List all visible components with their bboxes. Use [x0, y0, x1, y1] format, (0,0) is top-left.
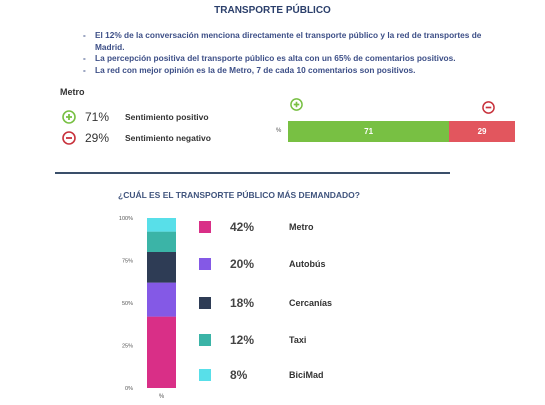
legend-item: 42% Metro	[199, 220, 314, 234]
data-label: 20%	[230, 257, 255, 271]
legend-label: Metro	[289, 222, 314, 232]
data-label: 12%	[230, 333, 255, 347]
bullet-dash: -	[83, 64, 86, 75]
legend-item: 20% Autobús	[199, 257, 326, 271]
y-tick-label: 25%	[122, 344, 133, 350]
finding-item: - La red con mejor opinión es la de Metro…	[83, 65, 513, 77]
bar-segment-cercanías	[147, 252, 176, 283]
positive-sentiment-row: 71% Sentimiento positivo	[62, 109, 209, 125]
finding-item: - La percepción positiva del transporte p…	[83, 53, 513, 65]
legend-swatch	[199, 297, 211, 309]
legend-item: 12% Taxi	[199, 333, 306, 347]
legend-label: BiciMad	[289, 370, 324, 380]
legend-swatch	[199, 258, 211, 270]
metro-section-label: Metro	[60, 87, 85, 97]
legend-label: Autobús	[289, 259, 326, 269]
negative-sentiment-value: 29%	[85, 131, 110, 145]
finding-text: El 12% de la conversación menciona direc…	[95, 30, 482, 52]
y-tick-label: 50%	[122, 301, 133, 307]
key-findings-list: - El 12% de la conversación menciona dire…	[83, 30, 513, 76]
bullet-dash: -	[83, 53, 86, 64]
finding-text: La percepción positiva del transporte pú…	[95, 53, 456, 64]
negative-sentiment-bar: 29	[449, 121, 515, 142]
plus-circle-icon	[62, 110, 76, 124]
y-tick-label: 75%	[122, 259, 133, 265]
minus-circle-icon	[62, 131, 76, 145]
data-label: 42%	[230, 220, 255, 234]
page-title: TRANSPORTE PÚBLICO	[214, 5, 331, 16]
legend-item: 8% BiciMad	[199, 368, 324, 382]
sentiment-axis-unit: %	[276, 128, 282, 134]
bar-segment-bicimad	[147, 218, 176, 232]
data-label: 8%	[230, 368, 248, 382]
positive-sentiment-label: Sentimiento positivo	[125, 112, 209, 122]
negative-sentiment-label: Sentimiento negativo	[125, 133, 211, 143]
x-axis-label: %	[159, 394, 165, 400]
y-tick-label: 100%	[119, 216, 133, 222]
legend-label: Cercanías	[289, 298, 333, 308]
legend-swatch	[199, 334, 211, 346]
legend-swatch	[199, 221, 211, 233]
legend-label: Taxi	[289, 335, 307, 345]
bullet-dash: -	[83, 30, 86, 40]
finding-item: - El 12% de la conversación menciona dire…	[83, 30, 513, 53]
legend-item: 18% Cercanías	[199, 296, 332, 310]
plus-circle-icon	[290, 98, 303, 111]
bar-segment-autobús	[147, 282, 176, 317]
minus-circle-icon	[482, 101, 495, 114]
section-divider	[55, 172, 450, 174]
finding-text: La red con mejor opinión es la de Metro,…	[95, 64, 416, 75]
y-tick-label: 0%	[125, 386, 133, 392]
demand-chart-title: ¿CUÁL ES EL TRANSPORTE PÚBLICO MÁS DEMAN…	[118, 190, 360, 200]
negative-sentiment-row: 29% Sentimiento negativo	[62, 130, 211, 146]
legend-swatch	[199, 369, 211, 381]
positive-sentiment-bar: 71	[288, 121, 450, 142]
data-label: 18%	[230, 296, 255, 310]
bar-segment-taxi	[147, 231, 176, 252]
positive-sentiment-value: 71%	[85, 110, 110, 124]
bar-segment-metro	[147, 316, 176, 388]
